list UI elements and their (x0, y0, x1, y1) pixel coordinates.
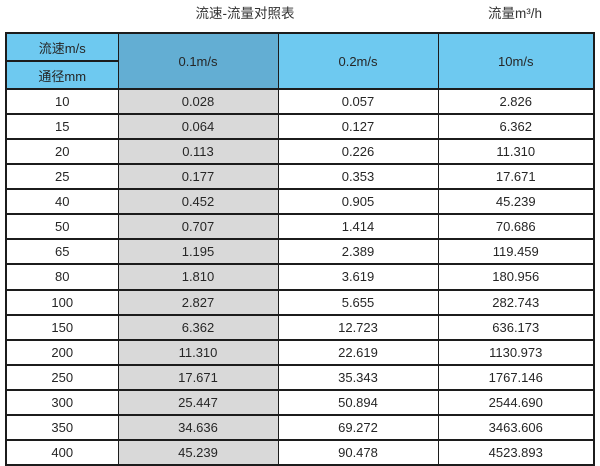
table-body: 10 0.028 0.057 2.826 15 0.064 0.127 6.36… (5, 88, 595, 466)
value-cell-10ms: 119.459 (437, 238, 595, 266)
value-cell-10ms: 6.362 (437, 113, 595, 141)
value-cell-0p1ms: 0.113 (117, 138, 279, 166)
diameter-cell: 25 (5, 163, 119, 191)
value-cell-0p2ms: 1.414 (277, 213, 439, 241)
header-col-0p1ms: 0.1m/s (117, 32, 279, 90)
table-row: 250 17.671 35.343 1767.146 (5, 364, 595, 391)
value-cell-10ms: 70.686 (437, 213, 595, 241)
value-cell-0p2ms: 0.057 (277, 88, 439, 116)
table-row: 80 1.810 3.619 180.956 (5, 263, 595, 291)
value-cell-0p2ms: 3.619 (277, 263, 439, 291)
value-cell-0p2ms: 0.905 (277, 188, 439, 216)
table-row: 20 0.113 0.226 11.310 (5, 138, 595, 166)
header-diameter-label: 通径mm (5, 60, 119, 90)
diameter-cell: 200 (5, 339, 119, 366)
value-cell-0p2ms: 35.343 (277, 364, 439, 391)
table-row: 300 25.447 50.894 2544.690 (5, 389, 595, 416)
diameter-cell: 150 (5, 314, 119, 341)
value-cell-0p1ms: 0.452 (117, 188, 279, 216)
flow-unit-label: 流量m³/h (488, 6, 542, 21)
value-cell-0p2ms: 12.723 (277, 314, 439, 341)
diameter-cell: 65 (5, 238, 119, 266)
value-cell-10ms: 17.671 (437, 163, 595, 191)
table-row: 350 34.636 69.272 3463.606 (5, 414, 595, 441)
diameter-cell: 300 (5, 389, 119, 416)
value-cell-10ms: 3463.606 (437, 414, 595, 441)
value-cell-10ms: 11.310 (437, 138, 595, 166)
diameter-cell: 50 (5, 213, 119, 241)
value-cell-0p1ms: 0.028 (117, 88, 279, 116)
table-row: 15 0.064 0.127 6.362 (5, 113, 595, 141)
diameter-cell: 100 (5, 288, 119, 316)
table-row: 25 0.177 0.353 17.671 (5, 163, 595, 191)
value-cell-0p1ms: 45.239 (117, 439, 279, 466)
value-cell-0p1ms: 25.447 (117, 389, 279, 416)
page-title: 流速-流量对照表 (195, 6, 295, 21)
value-cell-0p1ms: 1.810 (117, 263, 279, 291)
value-cell-0p1ms: 17.671 (117, 364, 279, 391)
table-row: 100 2.827 5.655 282.743 (5, 288, 595, 316)
value-cell-0p2ms: 22.619 (277, 339, 439, 366)
value-cell-0p1ms: 0.177 (117, 163, 279, 191)
diameter-cell: 250 (5, 364, 119, 391)
header-velocity-label: 流速m/s (5, 32, 119, 62)
table-row: 10 0.028 0.057 2.826 (5, 88, 595, 116)
diameter-cell: 350 (5, 414, 119, 441)
value-cell-0p1ms: 6.362 (117, 314, 279, 341)
diameter-cell: 40 (5, 188, 119, 216)
value-cell-0p2ms: 0.127 (277, 113, 439, 141)
value-cell-0p2ms: 2.389 (277, 238, 439, 266)
value-cell-0p1ms: 0.707 (117, 213, 279, 241)
value-cell-10ms: 1767.146 (437, 364, 595, 391)
table-row: 400 45.239 90.478 4523.893 (5, 439, 595, 466)
value-cell-10ms: 2544.690 (437, 389, 595, 416)
value-cell-0p2ms: 5.655 (277, 288, 439, 316)
value-cell-0p1ms: 34.636 (117, 414, 279, 441)
table-row: 40 0.452 0.905 45.239 (5, 188, 595, 216)
value-cell-0p2ms: 50.894 (277, 389, 439, 416)
table-row: 65 1.195 2.389 119.459 (5, 238, 595, 266)
diameter-cell: 10 (5, 88, 119, 116)
value-cell-0p1ms: 11.310 (117, 339, 279, 366)
table-row: 200 11.310 22.619 1130.973 (5, 339, 595, 366)
value-cell-0p2ms: 0.353 (277, 163, 439, 191)
value-cell-0p2ms: 0.226 (277, 138, 439, 166)
diameter-cell: 80 (5, 263, 119, 291)
value-cell-0p1ms: 2.827 (117, 288, 279, 316)
value-cell-0p1ms: 0.064 (117, 113, 279, 141)
header-col-10ms: 10m/s (437, 32, 595, 90)
value-cell-10ms: 180.956 (437, 263, 595, 291)
value-cell-10ms: 636.173 (437, 314, 595, 341)
value-cell-10ms: 2.826 (437, 88, 595, 116)
diameter-cell: 20 (5, 138, 119, 166)
value-cell-0p1ms: 1.195 (117, 238, 279, 266)
title-bar: 流速-流量对照表 流量m³/h (0, 0, 600, 32)
diameter-cell: 15 (5, 113, 119, 141)
value-cell-10ms: 282.743 (437, 288, 595, 316)
diameter-cell: 400 (5, 439, 119, 466)
value-cell-0p2ms: 90.478 (277, 439, 439, 466)
table-header: 流速m/s 0.1m/s 0.2m/s 10m/s 通径mm (5, 32, 595, 90)
header-col-0p2ms: 0.2m/s (277, 32, 439, 90)
value-cell-10ms: 1130.973 (437, 339, 595, 366)
table-row: 50 0.707 1.414 70.686 (5, 213, 595, 241)
table-row: 150 6.362 12.723 636.173 (5, 314, 595, 341)
value-cell-10ms: 4523.893 (437, 439, 595, 466)
value-cell-0p2ms: 69.272 (277, 414, 439, 441)
value-cell-10ms: 45.239 (437, 188, 595, 216)
flow-rate-table: 流速m/s 0.1m/s 0.2m/s 10m/s 通径mm 10 0.028 … (5, 32, 595, 466)
